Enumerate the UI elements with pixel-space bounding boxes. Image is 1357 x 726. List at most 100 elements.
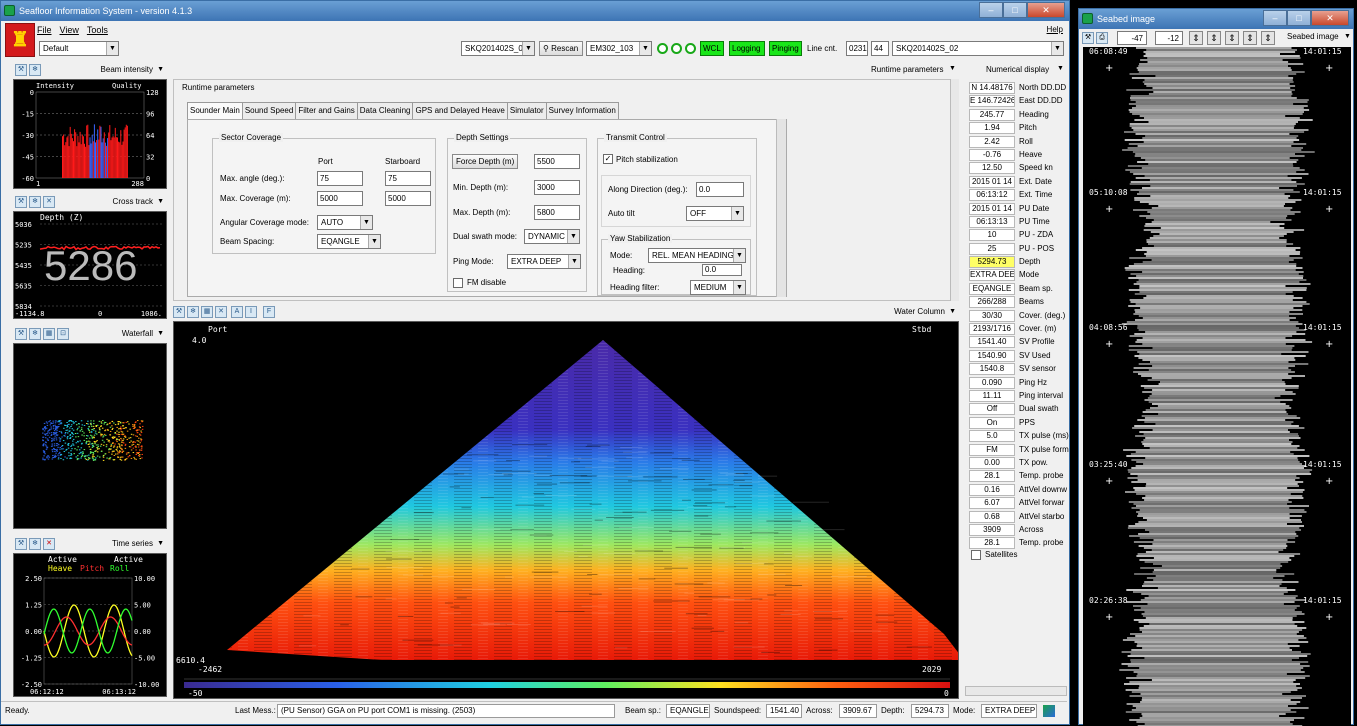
force-depth-button[interactable]: Force Depth (m): [452, 154, 518, 169]
tab-simulator[interactable]: Simulator: [506, 102, 547, 119]
beam-view-select[interactable]: Beam intensity: [99, 63, 165, 76]
up-down-icon[interactable]: ⇕: [1189, 31, 1203, 45]
max-coverage-stbd[interactable]: 5000: [385, 191, 431, 206]
survey-select[interactable]: SKQ201402S_02 ▼: [461, 41, 535, 56]
tab-sounder-main[interactable]: Sounder Main: [187, 102, 243, 119]
freeze-icon[interactable]: ❄: [29, 196, 41, 208]
tab-sound-speed[interactable]: Sound Speed: [241, 102, 297, 119]
seabed-scanline: [1139, 287, 1307, 289]
angular-mode-select[interactable]: AUTO ▼: [317, 215, 373, 230]
fit-icon[interactable]: ⊡: [57, 328, 69, 340]
max-angle-stbd[interactable]: 75: [385, 171, 431, 186]
tab-gps-heave[interactable]: GPS and Delayed Heave: [412, 102, 508, 119]
f-icon[interactable]: F: [263, 306, 275, 318]
main-titlebar[interactable]: Seafloor Information System - version 4.…: [1, 1, 1069, 21]
chevron-down-icon[interactable]: ▼: [1057, 65, 1064, 72]
seabed-titlebar[interactable]: Seabed image – □ ✕: [1079, 9, 1353, 29]
freeze-icon[interactable]: ❄: [29, 538, 41, 550]
max-angle-port[interactable]: 75: [317, 171, 363, 186]
along-direction-field[interactable]: 0.0: [696, 182, 744, 197]
a-icon[interactable]: A: [231, 306, 243, 318]
tab-filter-gains[interactable]: Filter and Gains: [295, 102, 358, 119]
waterfall-point: [108, 457, 111, 459]
fm-disable-checkbox[interactable]: [453, 278, 463, 288]
force-depth-field[interactable]: 5500: [534, 154, 580, 169]
tab-survey-info[interactable]: Survey Information: [545, 102, 619, 119]
color-icon[interactable]: ▦: [43, 328, 55, 340]
print-icon[interactable]: ⎙: [1096, 32, 1108, 44]
color-icon[interactable]: ▦: [201, 306, 213, 318]
dual-swath-select[interactable]: DYNAMIC ▼: [524, 229, 580, 244]
seabed-scanline: [1150, 213, 1295, 215]
beam-spacing-select[interactable]: EQANGLE ▼: [317, 234, 381, 249]
yaw-mode-select[interactable]: REL. MEAN HEADING ▼: [648, 248, 746, 263]
beam-bar: [123, 129, 125, 178]
echosounder-select[interactable]: EM302_103 ▼: [586, 41, 652, 56]
runtime-scrollbar[interactable]: [776, 119, 786, 297]
tools-icon[interactable]: ⚒: [15, 196, 27, 208]
tools-icon[interactable]: ⚒: [1082, 32, 1094, 44]
pinging-indicator[interactable]: Pinging: [769, 41, 802, 56]
heading-filter-select[interactable]: MEDIUM ▼: [690, 280, 746, 295]
i-icon[interactable]: I: [245, 306, 257, 318]
numerical-hscroll[interactable]: [965, 686, 1067, 696]
line-name-select[interactable]: SKQ201402S_02 ▼: [892, 41, 1064, 56]
maximize-icon[interactable]: □: [1003, 2, 1027, 18]
line-cnt-field[interactable]: 0231: [846, 41, 868, 56]
freeze-icon[interactable]: ❄: [29, 328, 41, 340]
up-down-icon[interactable]: ⇕: [1243, 31, 1257, 45]
tools-icon[interactable]: ⚒: [15, 538, 27, 550]
rescan-button[interactable]: ⚲ Rescan: [539, 41, 583, 56]
minimize-icon[interactable]: –: [1263, 10, 1287, 26]
min-depth-field[interactable]: 3000: [534, 180, 580, 195]
clear-icon[interactable]: ✕: [215, 306, 227, 318]
waterfall-view-select[interactable]: Waterfall: [120, 327, 165, 340]
maximize-icon[interactable]: □: [1287, 10, 1311, 26]
seabed-view-select[interactable]: Seabed image: [1287, 32, 1339, 41]
chevron-down-icon[interactable]: ▼: [1344, 33, 1351, 40]
tools-icon[interactable]: ⚒: [173, 306, 185, 318]
tools-icon[interactable]: ⚒: [15, 64, 27, 76]
pitch-stabilization-checkbox[interactable]: ✓: [603, 154, 613, 164]
up-down-icon[interactable]: ⇕: [1261, 31, 1275, 45]
waterfall-point: [42, 444, 44, 446]
seabed-spin-1[interactable]: -47: [1117, 31, 1147, 45]
up-down-icon[interactable]: ⇕: [1225, 31, 1239, 45]
time-view-select[interactable]: Time series: [110, 537, 165, 550]
menu-tools[interactable]: Tools: [86, 25, 108, 35]
runtime-selector[interactable]: Runtime parameters: [871, 65, 944, 74]
menu-help[interactable]: Help: [1046, 25, 1063, 34]
menu-file[interactable]: File: [37, 25, 52, 35]
tools-icon[interactable]: ⚒: [15, 328, 27, 340]
seabed-spin-2[interactable]: -12: [1155, 31, 1183, 45]
waterfall-point: [43, 426, 46, 428]
close-icon[interactable]: ✕: [1311, 10, 1349, 26]
freeze-icon[interactable]: ❄: [29, 64, 41, 76]
numerical-selector[interactable]: Numerical display: [986, 65, 1050, 74]
cross-view-select[interactable]: Cross track: [111, 195, 165, 208]
water-view-select[interactable]: Water Column: [892, 305, 957, 318]
clear-icon[interactable]: ✕: [43, 196, 55, 208]
time-right-tick: 5.00: [134, 602, 151, 610]
heading-field[interactable]: 0.0: [702, 264, 742, 276]
tab-data-cleaning[interactable]: Data Cleaning: [356, 102, 414, 119]
up-down-icon[interactable]: ⇕: [1207, 31, 1221, 45]
max-coverage-label: Max. Coverage (m):: [220, 194, 291, 203]
menu-view[interactable]: View: [59, 25, 79, 35]
clear-icon[interactable]: ✕: [43, 538, 55, 550]
numerical-row: 1.94 Pitch: [968, 122, 1071, 135]
satellites-checkbox[interactable]: [971, 550, 981, 560]
auto-tilt-select[interactable]: OFF ▼: [686, 206, 744, 221]
freeze-icon[interactable]: ❄: [187, 306, 199, 318]
logging-indicator[interactable]: Logging: [729, 41, 765, 56]
ping-mode-select[interactable]: EXTRA DEEP ▼: [507, 254, 581, 269]
runtime-vscroll[interactable]: [950, 79, 959, 301]
close-icon[interactable]: ✕: [1027, 2, 1065, 18]
chevron-down-icon[interactable]: ▼: [949, 65, 956, 72]
max-depth-field[interactable]: 5800: [534, 205, 580, 220]
wcl-indicator[interactable]: WCL: [700, 41, 724, 56]
minimize-icon[interactable]: –: [979, 2, 1003, 18]
profile-select[interactable]: Default ▼: [39, 41, 119, 56]
line-no-field[interactable]: 44: [871, 41, 889, 56]
max-coverage-port[interactable]: 5000: [317, 191, 363, 206]
